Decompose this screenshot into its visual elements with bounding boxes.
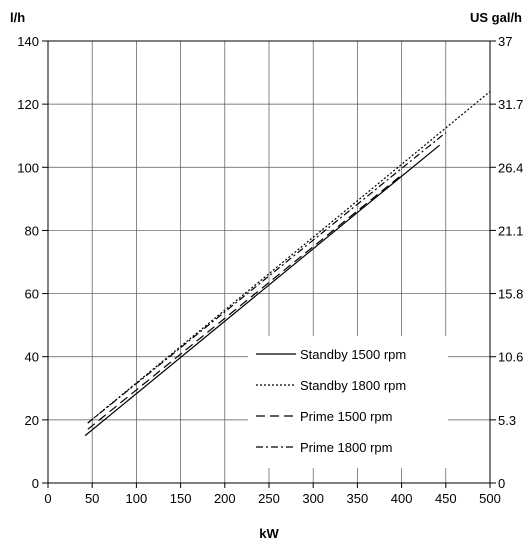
x-tick-label: 450 — [435, 491, 457, 506]
y-left-tick-label: 20 — [25, 413, 39, 428]
series-line — [87, 91, 491, 424]
x-tick-label: 0 — [44, 491, 51, 506]
x-axis-title: kW — [259, 526, 279, 541]
y-right-tick-label: 15.8 — [498, 287, 523, 302]
series-line — [84, 144, 440, 437]
series-lines — [84, 91, 491, 437]
x-tick-label: 250 — [258, 491, 280, 506]
y-left-tick-label: 140 — [17, 34, 39, 49]
legend: Standby 1500 rpm Standby 1800 rpm Prime 15… — [248, 336, 448, 468]
y-left-tick-label: 80 — [25, 223, 39, 238]
legend-label: Standby 1800 rpm — [300, 378, 406, 393]
x-tick-label: 150 — [170, 491, 192, 506]
y-left-tick-label: 60 — [25, 287, 39, 302]
x-tick-label: 300 — [302, 491, 324, 506]
x-tick-label: 50 — [85, 491, 99, 506]
y-right-tick-label: 37 — [498, 34, 512, 49]
y-right-tick-label: 26.4 — [498, 160, 523, 175]
y-left-tick-label: 0 — [32, 476, 39, 491]
y-right-tick-label: 0 — [498, 476, 505, 491]
y-right-tick-label: 5.3 — [498, 413, 516, 428]
y-axis-right-title: US gal/h — [470, 10, 522, 25]
series-line — [87, 173, 404, 430]
legend-label: Prime 1800 rpm — [300, 440, 392, 455]
y-left-tick-label: 100 — [17, 160, 39, 175]
y-right-tick-label: 31.7 — [498, 97, 523, 112]
legend-background — [248, 336, 448, 468]
y-axis-left-title: l/h — [10, 10, 25, 25]
y-left-tick-label: 120 — [17, 97, 39, 112]
legend-label: Prime 1500 rpm — [300, 409, 392, 424]
x-tick-label: 200 — [214, 491, 236, 506]
legend-label: Standby 1500 rpm — [300, 347, 406, 362]
x-tick-label: 350 — [347, 491, 369, 506]
x-tick-label: 500 — [479, 491, 501, 506]
y-right-tick-label: 10.6 — [498, 350, 523, 365]
x-tick-label: 100 — [126, 491, 148, 506]
series-line — [87, 132, 447, 424]
x-tick-label: 400 — [391, 491, 413, 506]
y-left-tick-label: 40 — [25, 350, 39, 365]
y-right-tick-label: 21.1 — [498, 223, 523, 238]
